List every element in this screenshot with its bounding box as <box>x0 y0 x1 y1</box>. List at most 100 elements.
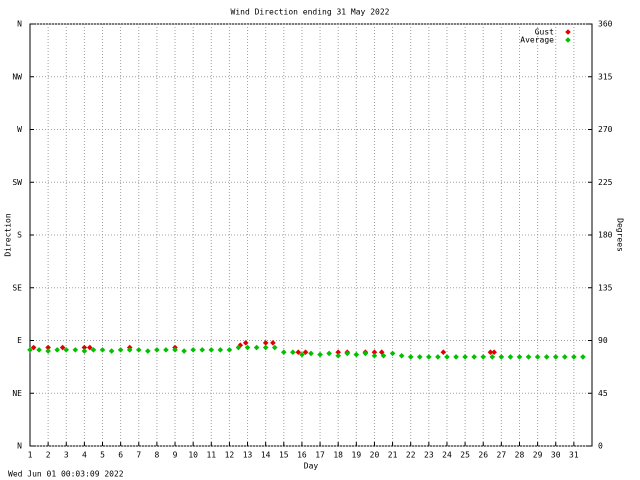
point <box>145 348 151 354</box>
point <box>87 344 93 351</box>
point <box>81 344 88 351</box>
point <box>435 354 441 360</box>
x-tick-label: 18 <box>333 451 343 460</box>
point <box>117 347 124 353</box>
point <box>471 354 477 360</box>
x-tick-label: 7 <box>136 451 141 460</box>
x-tick-label: 21 <box>388 451 398 460</box>
y-tick-label: W <box>17 125 22 134</box>
x-tick-label: 28 <box>515 451 525 460</box>
point <box>335 349 341 356</box>
point <box>217 347 224 353</box>
y-tick-label: S <box>17 231 22 240</box>
x-tick-label: 14 <box>261 451 271 460</box>
point <box>281 349 287 356</box>
point <box>308 350 314 357</box>
point <box>491 349 497 356</box>
point <box>108 348 115 354</box>
legend-label: Average <box>520 36 554 45</box>
point <box>59 344 66 351</box>
x-tick-label: 12 <box>225 451 235 460</box>
x-tick-label: 11 <box>206 451 216 460</box>
y-tick-label: NE <box>12 389 22 398</box>
point <box>326 350 332 357</box>
point <box>36 347 42 353</box>
point <box>407 354 414 360</box>
y2-tick-label: 45 <box>598 389 608 398</box>
point <box>262 344 269 351</box>
point <box>271 344 278 351</box>
x-tick-label: 22 <box>406 451 416 460</box>
point <box>290 349 296 356</box>
y-tick-label: SW <box>12 178 22 187</box>
point <box>534 354 541 360</box>
y2-tick-label: 180 <box>598 231 613 240</box>
x-tick-label: 24 <box>442 451 452 460</box>
point <box>45 344 51 351</box>
y-tick-label: NW <box>12 72 22 81</box>
point <box>335 352 341 359</box>
y-tick-label: N <box>17 20 22 29</box>
x-tick-label: 30 <box>551 451 561 460</box>
point <box>371 349 378 356</box>
y2-tick-label: 360 <box>598 20 613 29</box>
point <box>302 349 309 356</box>
x-tick-label: 23 <box>424 451 434 460</box>
point <box>525 354 532 360</box>
point <box>444 354 450 360</box>
x-tick-label: 2 <box>46 451 51 460</box>
footer: Wed Jun 01 00:03:09 2022 <box>8 470 124 479</box>
point <box>389 350 396 357</box>
point <box>253 344 260 351</box>
y2-tick-label: 0 <box>598 442 603 451</box>
y-axis-label: Direction <box>4 213 13 257</box>
x-tick-label: 10 <box>188 451 198 460</box>
point <box>562 354 568 360</box>
y2-tick-label: 270 <box>598 125 613 134</box>
y-tick-label: N <box>17 442 22 451</box>
x-tick-label: 1 <box>28 451 33 460</box>
point <box>126 347 133 353</box>
chart-title: Wind Direction ending 31 May 2022 <box>231 8 390 17</box>
point <box>242 340 249 346</box>
point <box>199 347 206 353</box>
point <box>295 349 302 356</box>
x-tick-label: 13 <box>243 451 253 460</box>
y2-tick-label: 315 <box>598 72 613 81</box>
point <box>353 351 360 358</box>
point <box>270 340 276 346</box>
point <box>362 350 369 357</box>
point <box>226 347 233 353</box>
x-tick-label: 26 <box>478 451 488 460</box>
point <box>580 354 586 360</box>
point <box>543 354 550 360</box>
x-tick-label: 9 <box>173 451 178 460</box>
x-tick-label: 17 <box>315 451 325 460</box>
point <box>489 354 496 360</box>
point <box>498 354 505 360</box>
point <box>317 351 323 358</box>
x-tick-label: 8 <box>154 451 159 460</box>
point <box>54 347 60 353</box>
point <box>72 347 79 353</box>
x-tick-label: 6 <box>118 451 123 460</box>
point <box>30 344 37 351</box>
point <box>208 347 215 353</box>
point <box>516 354 523 360</box>
point <box>453 354 459 360</box>
point <box>235 344 242 351</box>
point <box>99 347 106 353</box>
point <box>552 354 559 360</box>
x-tick-label: 16 <box>297 451 307 460</box>
point <box>181 348 187 354</box>
x-tick-label: 20 <box>370 451 380 460</box>
x-tick-label: 19 <box>352 451 362 460</box>
y-tick-label: SE <box>12 283 22 292</box>
point <box>480 354 487 360</box>
point <box>244 344 251 351</box>
point <box>45 348 51 354</box>
x-axis-label: Day <box>304 462 319 471</box>
point <box>344 350 351 357</box>
point <box>426 354 432 360</box>
